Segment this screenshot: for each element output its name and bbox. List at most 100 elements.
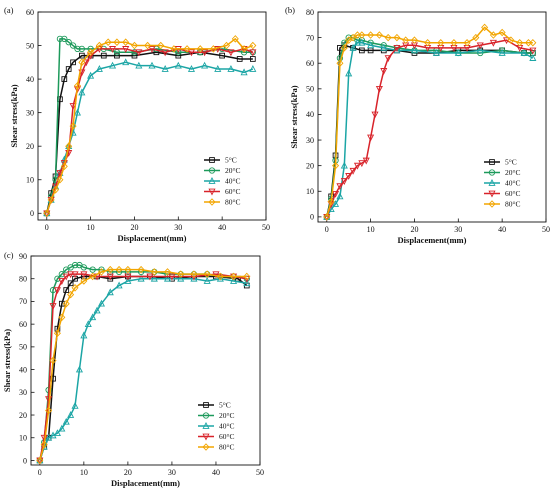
data-point [358,38,366,46]
data-point [393,33,401,42]
data-point [201,49,209,57]
data-point [87,71,95,79]
data-point [437,38,445,47]
legend-label: 80°C [219,443,235,452]
data-point [67,280,74,287]
data-point [150,268,158,276]
legend-marker [488,200,496,208]
data-point [187,65,196,72]
legend-marker [203,402,209,408]
x-tick-label: 20 [124,468,132,477]
data-point [78,45,85,53]
y-tick-label: 20 [19,411,27,420]
legend-label: 80°C [225,198,241,207]
data-point [410,46,419,54]
data-point [135,61,143,69]
series-line-3 [326,39,533,218]
data-point [231,35,239,43]
data-point [56,175,64,184]
data-point [196,45,204,53]
data-point [56,35,64,42]
data-point [353,38,362,46]
y-tick-label: 20 [306,161,314,170]
series-line-4 [39,268,247,461]
data-point [115,281,123,289]
data-point [227,65,235,72]
data-point [124,273,132,281]
data-point [380,43,388,51]
data-point [410,36,418,44]
data-point [243,279,251,287]
legend-marker [202,433,210,441]
data-point [249,56,256,62]
data-point [95,41,103,50]
data-point [507,36,515,44]
data-point [371,111,379,119]
y-axis-title: Shear stress(kPa) [289,85,299,148]
data-point [122,58,130,66]
x-tick-label: 30 [454,225,462,234]
data-point [80,271,88,279]
data-point [203,270,211,278]
data-point [71,271,79,279]
series-line-4 [46,38,254,214]
data-point [67,290,75,299]
data-point [71,401,79,409]
data-point [190,274,198,282]
series-line-3 [46,48,254,214]
panel-label: (a) [4,5,14,15]
data-point [476,46,484,54]
data-point [345,36,353,44]
data-point [67,271,75,279]
data-point [175,52,182,59]
legend-label: 20°C [505,168,521,177]
data-point [36,456,44,465]
data-point [201,61,209,69]
data-point [73,108,82,116]
chart-panel-b: (b) 0 10 20 30 40 50 0 10 20 30 40 50 60 70 80 Displacem… [285,5,550,245]
legend-label: 40°C [505,179,521,188]
legend-marker [209,157,215,163]
data-point [43,209,51,218]
y-tick-label: 60 [26,8,34,17]
data-point [454,48,462,56]
data-point [130,41,138,50]
legend-label: 60°C [219,432,235,441]
data-point [45,406,53,415]
data-point [74,45,81,53]
data-point [349,33,357,42]
data-point [61,76,68,82]
y-tick-label: 30 [19,388,27,397]
x-tick-label: 50 [542,225,550,234]
data-point [89,266,96,273]
data-point [69,42,77,49]
x-tick-label: 50 [256,468,264,477]
data-point [336,192,344,200]
data-point [73,82,81,90]
series-line-0 [46,51,253,214]
plot-frame [37,11,267,221]
data-point [331,190,340,198]
y-axis-title: Shear stress(kPa) [9,84,19,147]
legend-marker [202,412,210,419]
series-line-3 [39,273,247,461]
data-point [177,270,185,278]
data-point [402,36,410,44]
data-point [67,411,75,418]
x-tick-label: 10 [367,225,375,234]
x-tick-label: 30 [168,468,176,477]
chart-panel-a: (a) 0 10 20 30 40 50 0 10 20 30 40 50 60 Displacement(… [4,5,270,243]
data-point [131,52,138,59]
data-point [58,278,66,285]
data-point [47,196,55,204]
legend-label: 5°C [225,156,237,165]
data-point [214,65,222,72]
data-point [137,265,145,274]
y-tick-label: 40 [19,365,27,374]
data-point [472,33,480,42]
data-point [87,48,95,57]
data-point [148,61,156,69]
data-point [53,429,61,437]
data-point [65,142,73,150]
data-point [183,45,191,53]
